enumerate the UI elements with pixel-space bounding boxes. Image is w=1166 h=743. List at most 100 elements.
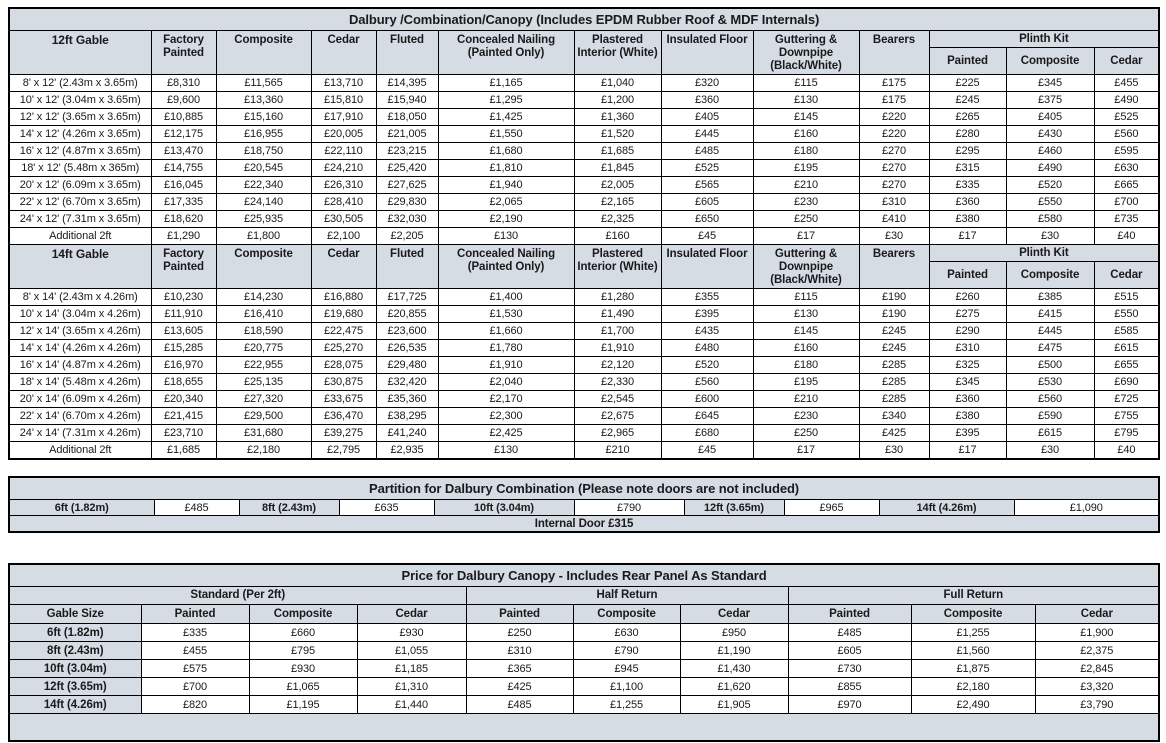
price-cell: £16,880	[310, 288, 377, 306]
price-cell: £230	[752, 193, 860, 211]
price-cell: £320	[660, 74, 754, 92]
size-cell: 8' x 12' (2.43m x 3.65m)	[8, 74, 152, 92]
price-cell: £2,100	[310, 227, 377, 245]
size-cell: Additional 2ft	[8, 441, 152, 460]
price-cell: £2,375	[1034, 641, 1160, 660]
price-cell: £27,625	[375, 176, 439, 194]
column-header-insulated-floor: Insulated Floor	[660, 244, 754, 289]
price-cell: £30	[1005, 227, 1095, 245]
sub-header-composite: Composite	[572, 604, 681, 624]
price-cell: £550	[1005, 193, 1095, 211]
price-cell: £2,795	[310, 441, 377, 460]
partition-price-cell: £965	[783, 499, 880, 516]
price-cell: £730	[787, 659, 912, 678]
price-cell: £560	[1093, 125, 1160, 143]
price-cell: £20,855	[375, 305, 439, 323]
partition-size-cell: 10ft (3.04m)	[433, 499, 575, 516]
partition-table: Partition for Dalbury Combination (Pleas…	[8, 476, 1161, 533]
size-cell: 14' x 12' (4.26m x 3.65m)	[8, 125, 152, 143]
price-cell: £270	[858, 159, 930, 177]
price-cell: £435	[660, 322, 754, 340]
price-cell: £130	[437, 227, 575, 245]
price-cell: £1,190	[679, 641, 789, 660]
price-cell: £130	[752, 91, 860, 109]
plinth-sub-header-cedar: Cedar	[1093, 261, 1160, 289]
price-cell: £20,775	[215, 339, 312, 357]
price-cell: £35,360	[375, 390, 439, 408]
price-cell: £605	[787, 641, 912, 660]
price-cell: £430	[1005, 125, 1095, 143]
spacer	[8, 533, 1158, 563]
price-cell: £365	[465, 659, 574, 678]
table-row: 24' x 14' (7.31m x 4.26m) £23,710 £31,68…	[8, 424, 1160, 442]
price-cell: £1,185	[356, 659, 467, 678]
size-cell: 14' x 14' (4.26m x 4.26m)	[8, 339, 152, 357]
price-cell: £290	[928, 322, 1007, 340]
price-cell: £1,255	[910, 623, 1036, 642]
gable-size-cell: 12ft (3.65m)	[8, 677, 142, 696]
size-cell: 18' x 14' (5.48m x 4.26m)	[8, 373, 152, 391]
group-header-standard: Standard (Per 2ft)	[8, 586, 467, 605]
price-cell: £15,810	[310, 91, 377, 109]
column-header-insulated-floor: Insulated Floor	[660, 30, 754, 75]
price-cell: £380	[928, 210, 1007, 228]
column-header-fluted: Fluted	[375, 244, 439, 289]
internal-door-note: Internal Door £315	[8, 515, 1160, 533]
price-cell: £930	[356, 623, 467, 642]
price-cell: £2,675	[573, 407, 662, 425]
price-cell: £315	[928, 159, 1007, 177]
price-cell: £515	[1093, 288, 1160, 306]
price-cell: £13,605	[150, 322, 217, 340]
price-cell: £210	[573, 441, 662, 460]
price-cell: £360	[928, 390, 1007, 408]
price-cell: £1,280	[573, 288, 662, 306]
table-row: Additional 2ft £1,685 £2,180 £2,795 £2,9…	[8, 441, 1160, 460]
price-cell: £175	[858, 74, 930, 92]
table-row: 10' x 14' (3.04m x 4.26m) £11,910 £16,41…	[8, 305, 1160, 323]
price-cell: £385	[1005, 288, 1095, 306]
plinth-sub-header-composite: Composite	[1005, 47, 1095, 75]
sub-header-composite: Composite	[910, 604, 1036, 624]
price-cell: £160	[752, 125, 860, 143]
price-cell: £600	[660, 390, 754, 408]
price-cell: £40	[1093, 227, 1160, 245]
section-label-12ft: 12ft Gable	[8, 30, 152, 75]
price-cell: £230	[752, 407, 860, 425]
price-cell: £265	[928, 108, 1007, 126]
price-cell: £395	[660, 305, 754, 323]
price-cell: £795	[1093, 424, 1160, 442]
price-cell: £460	[1005, 142, 1095, 160]
size-cell: 22' x 12' (6.70m x 3.65m)	[8, 193, 152, 211]
price-cell: £9,600	[150, 91, 217, 109]
price-cell: £630	[572, 623, 681, 642]
price-cell: £525	[660, 159, 754, 177]
price-cell: £665	[1093, 176, 1160, 194]
price-cell: £17	[928, 227, 1007, 245]
price-cell: £20,545	[215, 159, 312, 177]
price-cell: £445	[660, 125, 754, 143]
price-cell: £380	[928, 407, 1007, 425]
sub-header-painted: Painted	[465, 604, 574, 624]
canopy-title-row: Price for Dalbury Canopy - Includes Rear…	[8, 563, 1160, 587]
price-cell: £12,175	[150, 125, 217, 143]
price-cell: £18,620	[150, 210, 217, 228]
price-cell: £1,940	[437, 176, 575, 194]
column-header-factory-painted: Factory Painted	[150, 244, 217, 289]
price-cell: £790	[572, 641, 681, 660]
price-cell: £655	[1093, 356, 1160, 374]
column-header-concealed-nailing: Concealed Nailing (Painted Only)	[437, 244, 575, 289]
price-cell: £490	[1093, 91, 1160, 109]
column-header-plastered-interior: Plastered Interior (White)	[573, 244, 662, 289]
price-cell: £530	[1005, 373, 1095, 391]
sub-header-composite: Composite	[248, 604, 358, 624]
price-cell: £20,340	[150, 390, 217, 408]
column-header-cedar: Cedar	[310, 244, 377, 289]
price-cell: £18,655	[150, 373, 217, 391]
price-cell: £25,135	[215, 373, 312, 391]
size-cell: 18' x 12' (5.48m x 365m)	[8, 159, 152, 177]
price-cell: £650	[660, 210, 754, 228]
main-title-row: Dalbury /Combination/Canopy (Includes EP…	[8, 7, 1160, 31]
partition-size-cell: 6ft (1.82m)	[8, 499, 155, 516]
table-row: 8ft (2.43m) £455 £795 £1,055 £310 £790 £…	[8, 641, 1160, 660]
price-cell: £1,810	[437, 159, 575, 177]
